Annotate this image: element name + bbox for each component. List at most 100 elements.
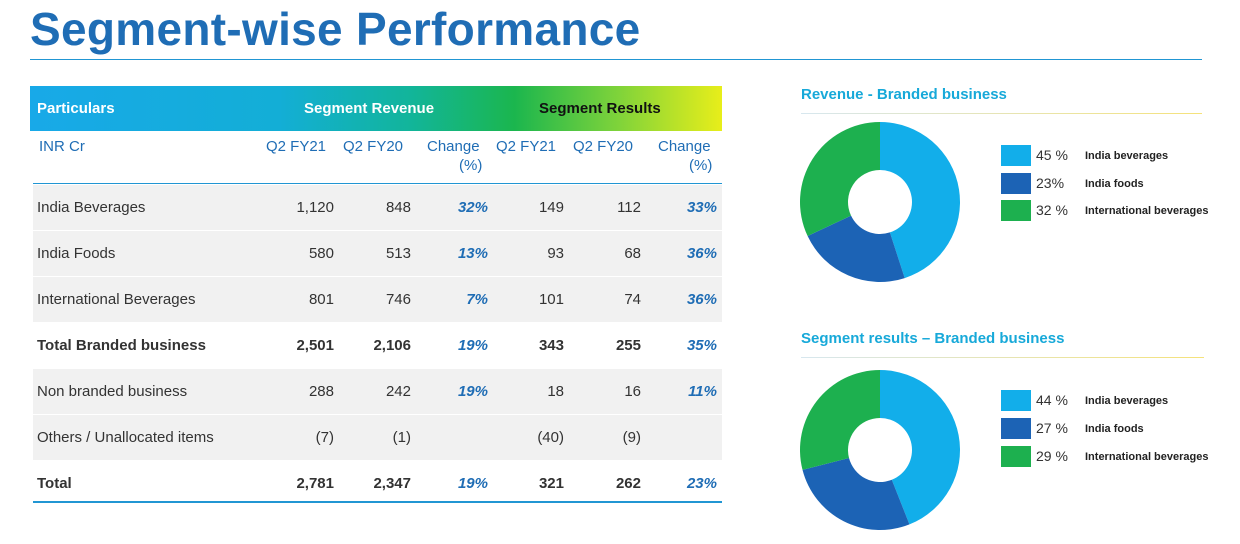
results-donut-chart [800,370,960,530]
table-row: Non branded business 288 242 19% 18 16 1… [33,369,722,415]
table-row: India Beverages 1,120 848 32% 149 112 33… [33,185,722,231]
res-fy20-cell: 68 [624,245,641,262]
row-label: India Beverages [37,199,146,216]
res-change-cell: 36% [686,245,717,262]
donut-slice-india-beverages [880,370,960,525]
legend-value: 27 % [1036,420,1068,436]
donut-slice-india-foods [807,215,905,282]
rev-fy20-cell: 848 [385,199,411,216]
rev-change-cell: 19% [457,337,488,354]
legend-swatch [1001,418,1031,439]
res-q2fy21-header: Q2 FY21 [496,138,557,155]
res-fy21-cell: 101 [538,291,564,308]
header-segment-revenue: Segment Revenue [304,100,435,117]
rev-change-cell: 13% [457,245,488,262]
rev-change-cell: 7% [466,291,488,308]
rev-change-header: Change [427,138,480,155]
rev-change-cell: 19% [457,383,488,400]
rev-fy21-cell: 288 [308,383,334,400]
rev-fy21-cell: 2,781 [296,475,334,492]
rev-fy21-cell: (7) [315,429,334,446]
table-row: Others / Unallocated items (7) (1) (40) … [33,415,722,461]
revenue-chart-rule [801,113,1202,114]
donut-slice-india-beverages [880,122,960,279]
table-row: Total Branded business 2,501 2,106 19% 3… [33,323,722,369]
res-change-cell: 35% [686,337,717,354]
table-row: International Beverages 801 746 7% 101 7… [33,277,722,323]
res-fy20-cell: (9) [622,429,641,446]
legend-label: International beverages [1085,205,1209,217]
res-change-unit: (%) [689,157,713,174]
row-label: Total [37,475,72,492]
rev-fy20-cell: 2,347 [373,475,411,492]
res-change-cell: 36% [686,291,717,308]
subheader-divider [33,183,722,184]
legend-value: 32 % [1036,202,1068,218]
legend-swatch [1001,390,1031,411]
legend-swatch [1001,173,1031,194]
header-particulars: Particulars [37,100,115,117]
legend-label: India foods [1085,178,1144,190]
res-q2fy20-header: Q2 FY20 [573,138,634,155]
legend-swatch [1001,145,1031,166]
donut-slice-india-foods [802,457,910,530]
table-bottom-divider [33,501,722,503]
title-divider [30,59,1202,60]
res-fy21-cell: 18 [547,383,564,400]
legend-swatch [1001,200,1031,221]
results-chart-title: Segment results – Branded business [801,330,1065,347]
header-segment-results: Segment Results [539,100,661,117]
rev-fy21-cell: 580 [308,245,334,262]
res-fy21-cell: 343 [538,337,564,354]
page-title: Segment-wise Performance [30,3,641,55]
row-label: International Beverages [37,291,196,308]
res-change-cell: 23% [686,475,717,492]
rev-fy21-cell: 801 [308,291,334,308]
unit-label: INR Cr [39,138,85,155]
res-change-cell: 11% [688,383,717,400]
donut-slice-international-beverages [800,122,880,237]
res-fy20-cell: 112 [617,199,641,216]
res-fy20-cell: 262 [615,475,641,492]
legend-value: 29 % [1036,448,1068,464]
row-label: Non branded business [37,383,188,400]
rev-change-unit: (%) [459,157,483,174]
legend-value: 44 % [1036,392,1068,408]
table-row: India Foods 580 513 13% 93 68 36% [33,231,722,277]
row-label: Others / Unallocated items [37,429,214,446]
res-change-cell: 33% [686,199,717,216]
legend-value: 23% [1036,175,1065,191]
res-fy20-cell: 16 [624,383,641,400]
rev-fy21-cell: 1,120 [296,199,334,216]
rev-fy20-cell: 513 [385,245,411,262]
revenue-donut-chart [800,122,960,282]
res-fy21-cell: (40) [537,429,564,446]
rev-fy20-cell: 242 [385,383,411,400]
res-fy21-cell: 149 [538,199,564,216]
table-row: Total 2,781 2,347 19% 321 262 23% [33,461,722,507]
table-header-band: Particulars Segment Revenue Segment Resu… [30,86,722,131]
legend-swatch [1001,446,1031,467]
legend-label: International beverages [1085,451,1209,463]
rev-fy20-cell: 2,106 [373,337,411,354]
rev-change-cell: 32% [457,199,488,216]
legend-label: India foods [1085,423,1144,435]
rev-fy20-cell: 746 [385,291,411,308]
revenue-chart-title: Revenue - Branded business [801,86,1007,103]
rev-fy20-cell: (1) [392,429,411,446]
legend-label: India beverages [1085,150,1169,162]
row-label: India Foods [37,245,116,262]
res-fy21-cell: 321 [538,475,564,492]
row-label: Total Branded business [37,337,206,354]
rev-q2fy21-header: Q2 FY21 [266,138,327,155]
table-body: India Beverages 1,120 848 32% 149 112 33… [33,185,722,507]
results-chart-rule [801,357,1204,358]
res-fy20-cell: 74 [624,291,641,308]
res-fy20-cell: 255 [615,337,641,354]
res-change-header: Change [658,138,711,155]
res-fy21-cell: 93 [547,245,564,262]
rev-fy21-cell: 2,501 [296,337,334,354]
rev-q2fy20-header: Q2 FY20 [343,138,404,155]
rev-change-cell: 19% [457,475,488,492]
legend-value: 45 % [1036,147,1068,163]
